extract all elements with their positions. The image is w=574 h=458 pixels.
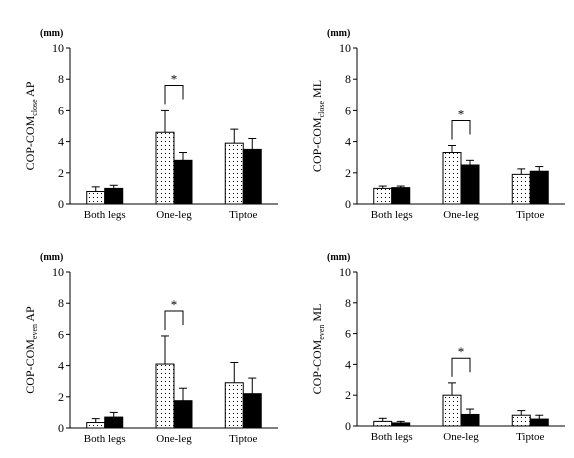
y-axis-label-main: COP-COM — [310, 339, 324, 394]
y-tick-label: 0 — [58, 421, 64, 435]
bar-dotted — [155, 131, 175, 205]
bar-dotted — [442, 152, 462, 205]
chart-panel-2: 0 2 4 6 8 10 (mm) COP-COMclose ML Both legs One-l… — [310, 28, 565, 221]
y-axis-label: COP-COMeven AP — [23, 306, 39, 394]
bar-solid — [104, 187, 124, 205]
y-axis-label-sub: close — [30, 99, 39, 116]
bar-solid — [104, 416, 124, 429]
y-axis-label-tail: ML — [310, 80, 324, 101]
y-axis-label: COP-COMclose AP — [23, 81, 39, 170]
bar-solid — [242, 393, 262, 429]
y-tick-label: 10 — [52, 41, 64, 55]
category-label: One-leg — [156, 433, 192, 445]
bar-solid — [529, 170, 549, 205]
category-label: Tiptoe — [229, 209, 257, 221]
y-axis-label: COP-COMclose ML — [310, 80, 326, 172]
category-label: Both legs — [371, 209, 413, 221]
unit-label: (mm) — [40, 28, 63, 39]
significance-bracket — [451, 357, 471, 377]
y-tick-label: 8 — [58, 72, 64, 86]
unit-label: (mm) — [327, 28, 350, 39]
bar-dotted — [373, 187, 393, 205]
bar-solid — [529, 418, 549, 427]
bar-dotted — [442, 394, 462, 427]
significance-star: * — [171, 297, 178, 312]
chart-panel-3: 0 2 4 6 8 10 (mm) COP-COMeven AP Both legs One-le… — [23, 252, 278, 445]
bar-dotted — [511, 173, 531, 205]
bar-solid — [391, 187, 411, 205]
bar-solid — [242, 148, 262, 205]
significance-star: * — [458, 107, 465, 122]
y-tick-label: 0 — [345, 419, 351, 433]
y-axis-label-tail: ML — [310, 304, 324, 325]
bar-solid — [460, 164, 480, 205]
y-tick-label: 6 — [345, 103, 351, 117]
y-tick-label: 2 — [58, 390, 64, 404]
y-axis-label-sub: even — [317, 325, 326, 340]
category-label: Tiptoe — [516, 431, 544, 443]
category-label: One-leg — [443, 209, 479, 221]
bar-dotted — [155, 363, 175, 429]
y-axis-label-main: COP-COM — [23, 339, 37, 394]
y-tick-label: 6 — [58, 327, 64, 341]
chart-panel-1: 0 2 4 6 8 10 (mm) COP-COMclose AP Both legs One-l… — [23, 28, 278, 221]
y-tick-label: 8 — [58, 296, 64, 310]
significance-star: * — [171, 71, 178, 86]
chart-panel-4: 0 2 4 6 8 10 (mm) COP-COMeven ML Both legs One-le… — [310, 252, 565, 443]
bar-dotted — [373, 420, 393, 427]
y-tick-label: 8 — [345, 296, 351, 310]
bar-solid — [173, 400, 193, 429]
y-axis-label: COP-COMeven ML — [310, 304, 326, 395]
y-tick-label: 6 — [345, 327, 351, 341]
category-label: One-leg — [443, 431, 479, 443]
y-axis-label-main: COP-COM — [310, 117, 324, 172]
significance-bracket — [451, 120, 471, 140]
y-tick-label: 6 — [58, 103, 64, 117]
significance-star: * — [458, 344, 465, 359]
category-label: Both legs — [371, 431, 413, 443]
y-tick-label: 4 — [345, 357, 351, 371]
unit-label: (mm) — [327, 252, 350, 263]
y-tick-label: 0 — [345, 197, 351, 211]
category-label: One-leg — [156, 209, 192, 221]
significance-bracket — [164, 84, 184, 105]
bar-dotted — [224, 142, 244, 205]
y-tick-label: 0 — [58, 197, 64, 211]
category-label: Tiptoe — [229, 433, 257, 445]
y-axis-label-main: COP-COM — [23, 115, 37, 170]
y-tick-label: 2 — [345, 388, 351, 402]
bar-dotted — [224, 382, 244, 429]
y-axis-label-sub: even — [30, 324, 39, 339]
category-label: Both legs — [84, 209, 126, 221]
bar-dotted — [86, 422, 106, 429]
y-tick-label: 4 — [58, 135, 64, 149]
y-tick-label: 10 — [52, 265, 64, 279]
y-tick-label: 10 — [339, 265, 351, 279]
y-tick-label: 4 — [58, 359, 64, 373]
bar-dotted — [86, 191, 106, 205]
bar-solid — [391, 422, 411, 427]
bar-solid — [173, 159, 193, 205]
y-tick-label: 10 — [339, 41, 351, 55]
y-tick-label: 8 — [345, 72, 351, 86]
y-axis-label-tail: AP — [23, 306, 37, 324]
category-label: Tiptoe — [516, 209, 544, 221]
y-tick-label: 2 — [345, 166, 351, 180]
category-label: Both legs — [84, 433, 126, 445]
y-tick-label: 4 — [345, 135, 351, 149]
y-tick-label: 2 — [58, 166, 64, 180]
bar-solid — [460, 413, 480, 427]
unit-label: (mm) — [40, 252, 63, 263]
y-axis-label-tail: AP — [23, 81, 37, 99]
bar-dotted — [511, 414, 531, 427]
y-axis-label-sub: close — [317, 100, 326, 117]
significance-bracket — [164, 310, 184, 330]
